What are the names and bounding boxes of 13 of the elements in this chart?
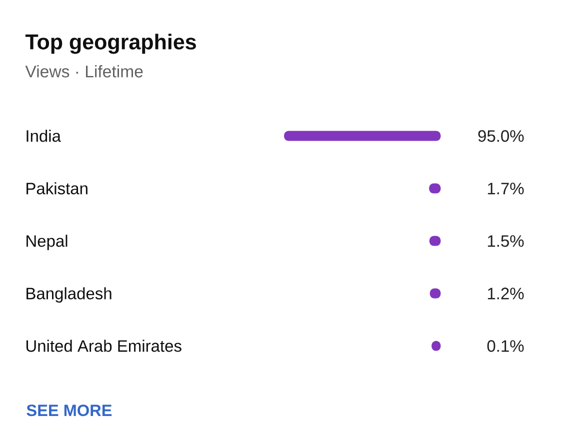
y-tick-label: Nepal: [26, 234, 68, 250]
data-label: 1.7%: [488, 182, 524, 194]
y-tick-label: India: [26, 130, 61, 142]
data-label: 1.2%: [488, 288, 524, 300]
data-label: 95.0%: [478, 130, 524, 142]
text: Views · Lifetime: [25, 65, 143, 78]
y-tick-label: Bangladesh: [26, 287, 112, 303]
text: Top geographies: [25, 34, 196, 54]
data-label: 1.5%: [488, 235, 524, 247]
text: SEE MORE: [26, 404, 112, 416]
data-label: 0.1%: [487, 340, 524, 352]
y-tick-label: Pakistan: [26, 182, 88, 194]
y-tick-label: United Arab Emirates: [26, 340, 182, 352]
